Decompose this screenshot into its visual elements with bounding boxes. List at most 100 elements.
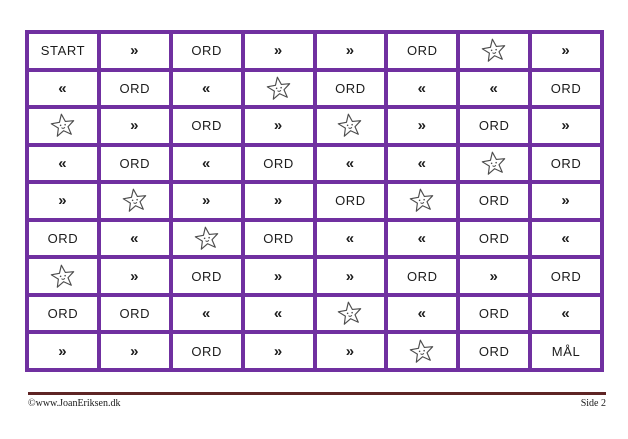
cell-star bbox=[168, 217, 245, 260]
star-icon bbox=[122, 189, 147, 213]
board-row: » ORD» » ORD» bbox=[25, 105, 604, 147]
cell-ord: ORD bbox=[240, 217, 317, 260]
board-row: » »» ORD ORD» bbox=[25, 180, 604, 222]
cell-forward: » bbox=[96, 255, 173, 297]
page-footer: ©www.JoanEriksen.dk Side 2 bbox=[28, 392, 606, 409]
copyright-text: ©www.JoanEriksen.dk bbox=[28, 398, 121, 409]
cell-star bbox=[384, 180, 461, 222]
cell-forward: » bbox=[240, 180, 317, 222]
board-row: START» ORD»» ORD » bbox=[25, 30, 604, 72]
cell-ord: ORD bbox=[25, 217, 101, 260]
page-number: Side 2 bbox=[580, 398, 606, 409]
footer-text-row: ©www.JoanEriksen.dk Side 2 bbox=[28, 398, 606, 409]
cell-ord: ORD bbox=[25, 292, 101, 335]
cell-forward: » bbox=[96, 330, 173, 372]
cell-forward: » bbox=[168, 180, 245, 222]
cell-forward: » bbox=[240, 105, 317, 147]
cell-backward: « bbox=[384, 292, 461, 335]
cell-ord: ORD bbox=[312, 180, 389, 222]
cell-backward: « bbox=[312, 217, 389, 260]
cell-forward: » bbox=[384, 105, 461, 147]
cell-ord: ORD bbox=[96, 142, 173, 185]
cell-ord: ORD bbox=[168, 330, 245, 372]
cell-forward: » bbox=[240, 30, 317, 72]
board-row: «ORD « ORD ««ORD bbox=[25, 67, 604, 110]
game-board: START» ORD»» ORD » «ORD « ORD ««ORD » ORD» bbox=[25, 30, 604, 372]
cell-backward: « bbox=[240, 292, 317, 335]
cell-goal: MÅL bbox=[528, 330, 604, 372]
cell-backward: « bbox=[96, 217, 173, 260]
cell-backward: « bbox=[168, 142, 245, 185]
cell-star bbox=[312, 292, 389, 335]
cell-ord: ORD bbox=[96, 67, 173, 110]
star-icon bbox=[481, 38, 506, 63]
cell-backward: « bbox=[384, 217, 461, 260]
cell-star bbox=[240, 67, 317, 110]
cell-forward: » bbox=[456, 255, 533, 297]
cell-forward: » bbox=[312, 330, 389, 372]
board-body: START» ORD»» ORD » «ORD « ORD ««ORD » ORD» bbox=[25, 30, 604, 372]
cell-star bbox=[384, 330, 461, 372]
board-row: » ORD»» ORD» ORD bbox=[25, 255, 604, 297]
star-icon bbox=[338, 301, 362, 325]
board-row: ORD « ORD ««ORD « bbox=[25, 217, 604, 260]
cell-forward: » bbox=[312, 30, 389, 72]
cell-forward: » bbox=[96, 30, 173, 72]
cell-forward: » bbox=[240, 330, 317, 372]
cell-ord: ORD bbox=[456, 292, 533, 335]
cell-forward: » bbox=[528, 105, 604, 147]
star-icon bbox=[266, 76, 290, 100]
cell-ord: ORD bbox=[96, 292, 173, 335]
cell-backward: « bbox=[528, 292, 604, 335]
cell-ord: ORD bbox=[240, 142, 317, 185]
cell-star bbox=[456, 142, 533, 185]
cell-backward: « bbox=[312, 142, 389, 185]
cell-ord: ORD bbox=[528, 255, 604, 297]
star-icon bbox=[50, 113, 75, 138]
cell-backward: « bbox=[25, 67, 101, 110]
cell-backward: « bbox=[456, 67, 533, 110]
footer-divider bbox=[28, 392, 606, 395]
cell-ord: ORD bbox=[384, 255, 461, 297]
cell-ord: ORD bbox=[456, 105, 533, 147]
cell-forward: » bbox=[25, 180, 101, 222]
cell-forward: » bbox=[96, 105, 173, 147]
cell-start: START bbox=[25, 30, 101, 72]
cell-ord: ORD bbox=[456, 217, 533, 260]
cell-star bbox=[456, 30, 533, 72]
cell-ord: ORD bbox=[168, 30, 245, 72]
cell-ord: ORD bbox=[384, 30, 461, 72]
cell-ord: ORD bbox=[168, 255, 245, 297]
cell-star bbox=[96, 180, 173, 222]
star-icon bbox=[410, 189, 434, 213]
cell-star bbox=[25, 255, 101, 297]
board-row: «ORD «ORD «« ORD bbox=[25, 142, 604, 185]
cell-forward: » bbox=[240, 255, 317, 297]
board-row: »» ORD»» ORD MÅL bbox=[25, 330, 604, 372]
cell-forward: » bbox=[312, 255, 389, 297]
cell-ord: ORD bbox=[456, 330, 533, 372]
star-icon bbox=[338, 113, 362, 138]
cell-backward: « bbox=[25, 142, 101, 185]
cell-forward: » bbox=[528, 180, 604, 222]
cell-ord: ORD bbox=[312, 67, 389, 110]
cell-ord: ORD bbox=[456, 180, 533, 222]
cell-backward: « bbox=[528, 217, 604, 260]
cell-forward: » bbox=[25, 330, 101, 372]
cell-backward: « bbox=[168, 67, 245, 110]
cell-backward: « bbox=[384, 142, 461, 185]
cell-star bbox=[25, 105, 101, 147]
cell-ord: ORD bbox=[168, 105, 245, 147]
star-icon bbox=[194, 226, 218, 250]
cell-ord: ORD bbox=[528, 142, 604, 185]
star-icon bbox=[410, 339, 434, 363]
cell-ord: ORD bbox=[528, 67, 604, 110]
star-icon bbox=[481, 151, 506, 175]
cell-backward: « bbox=[384, 67, 461, 110]
cell-backward: « bbox=[168, 292, 245, 335]
cell-forward: » bbox=[528, 30, 604, 72]
cell-star bbox=[312, 105, 389, 147]
board-row: ORD ORD «« «ORD « bbox=[25, 292, 604, 335]
star-icon bbox=[50, 264, 75, 288]
